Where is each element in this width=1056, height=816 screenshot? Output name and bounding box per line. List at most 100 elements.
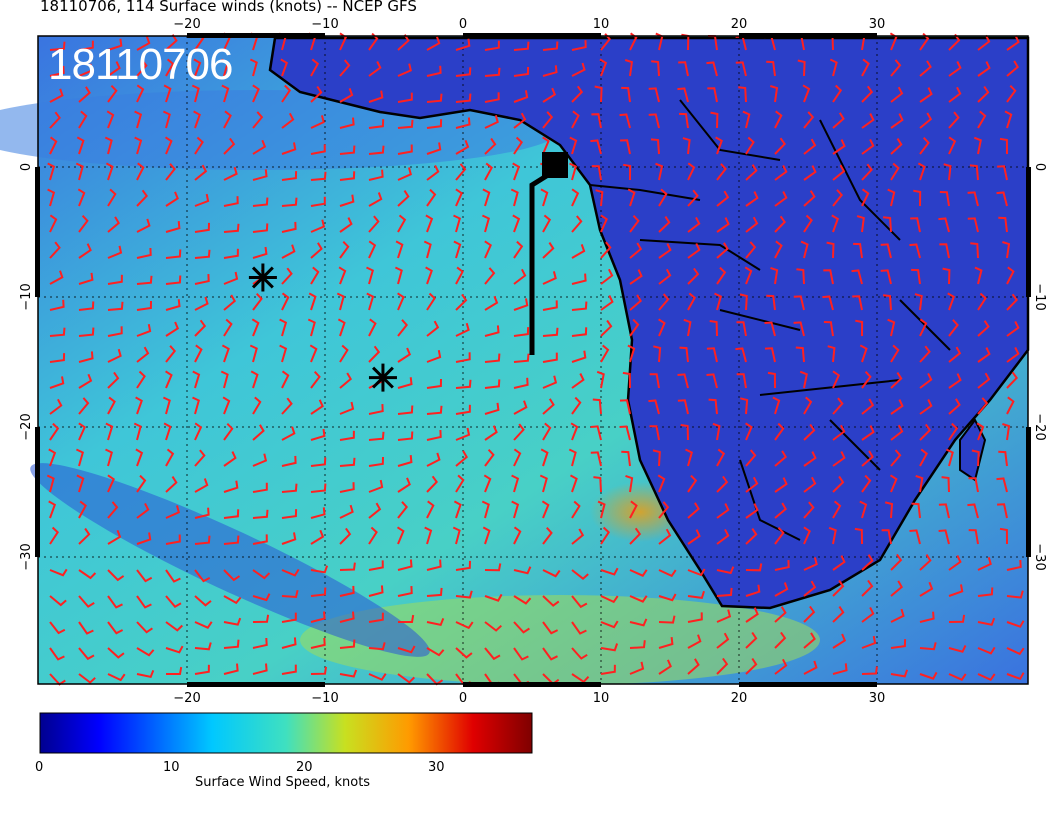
wind-barb: [591, 113, 602, 129]
wind-barb: [677, 87, 689, 103]
wind-barb: [600, 643, 619, 652]
wind-barb: [49, 526, 59, 545]
wind-barb: [977, 557, 992, 571]
graticule: [38, 36, 1028, 684]
wind-barb: [919, 87, 933, 103]
wind-barb: [49, 214, 58, 233]
wind-barb: [223, 595, 242, 605]
wind-barb: [136, 474, 147, 493]
wind-barb: [571, 569, 589, 581]
wind-barb: [831, 214, 840, 233]
wind-barb: [861, 666, 878, 675]
wind-barb: [542, 352, 558, 363]
wind-barb: [571, 244, 586, 259]
wind-barb: [223, 166, 238, 181]
wind-barb: [774, 658, 788, 675]
wind-barb: [339, 611, 355, 623]
wind-barb: [135, 448, 144, 467]
wind-barb: [977, 110, 987, 129]
wind-barb: [513, 595, 532, 605]
wind-barb: [1006, 293, 1019, 311]
wind-barb: [252, 569, 271, 580]
wind-barb: [455, 67, 472, 77]
wind-barb: [281, 267, 293, 285]
wind-barb: [1006, 346, 1020, 363]
wind-barb: [107, 348, 122, 363]
wind-barb: [455, 117, 471, 129]
wind-barb: [281, 292, 290, 311]
wind-barb: [859, 344, 868, 363]
wind-barb: [619, 113, 631, 129]
wind-barb: [78, 527, 91, 545]
wind-barb: [78, 647, 95, 661]
wind-barb: [803, 165, 817, 181]
wind-barb: [76, 136, 85, 155]
lon-tick-top: 20: [731, 17, 748, 32]
wind-barb: [78, 595, 95, 608]
wind-barb: [310, 457, 327, 467]
wind-barb: [739, 293, 748, 311]
wind-barb: [738, 86, 747, 103]
frame-bar-left: [35, 167, 40, 297]
wind-barb: [49, 88, 64, 103]
wind-barb: [455, 404, 471, 415]
wind-barb: [861, 371, 872, 389]
wind-barb: [629, 618, 648, 627]
wind-barb: [512, 214, 521, 233]
wind-barb: [339, 171, 356, 181]
wind-barb: [136, 162, 145, 181]
lat-tick-left: 0: [19, 163, 34, 171]
wind-barb: [882, 294, 892, 311]
wind-barb: [687, 162, 696, 181]
frame-bar-top: [463, 33, 601, 38]
wind-barb: [136, 189, 149, 207]
wind-barb: [425, 214, 434, 233]
wind-barb: [774, 631, 787, 649]
wind-barb: [890, 580, 903, 597]
wind-barb: [1006, 559, 1022, 571]
wind-barb: [397, 119, 414, 129]
wind-barb: [513, 526, 522, 545]
wind-barb: [571, 396, 582, 415]
wind-barb: [948, 111, 960, 129]
wind-barb: [619, 399, 631, 415]
wind-barb: [310, 58, 320, 77]
wind-barb: [136, 370, 146, 389]
wind-barb: [619, 425, 631, 441]
wind-barb: [194, 249, 211, 259]
wind-barb: [397, 455, 413, 467]
wind-barb: [542, 87, 557, 103]
wind-barb: [397, 405, 414, 415]
wind-barb: [939, 191, 950, 207]
wind-barb: [165, 370, 173, 389]
wind-barb: [339, 639, 356, 649]
wind-barb: [134, 136, 143, 155]
wind-barb: [973, 136, 982, 155]
wind-barb: [687, 658, 700, 675]
wind-barb: [221, 344, 230, 363]
wind-barb: [426, 378, 442, 389]
wind-barb: [251, 318, 260, 337]
wind-barb: [220, 370, 229, 389]
wind-barb: [49, 568, 68, 577]
wind-barb: [968, 477, 979, 493]
wind-barb: [310, 371, 321, 389]
wind-barb: [194, 621, 213, 629]
wind-barb: [571, 595, 588, 609]
wind-barb: [745, 449, 757, 467]
wind-barb: [368, 318, 377, 337]
wind-barb: [571, 350, 587, 363]
wind-barb: [339, 457, 356, 467]
wind-barb: [223, 137, 236, 155]
wind-barb: [883, 216, 892, 233]
wind-barb: [571, 673, 590, 684]
wind-barb: [252, 424, 265, 441]
wind-barb: [590, 425, 602, 441]
wind-barb: [339, 217, 353, 233]
wind-barb: [484, 621, 502, 632]
wind-barb: [976, 422, 985, 441]
wind-barb: [772, 396, 781, 415]
wind-barb: [793, 295, 805, 311]
wind-barb: [716, 266, 727, 285]
wind-barb: [1006, 620, 1025, 628]
